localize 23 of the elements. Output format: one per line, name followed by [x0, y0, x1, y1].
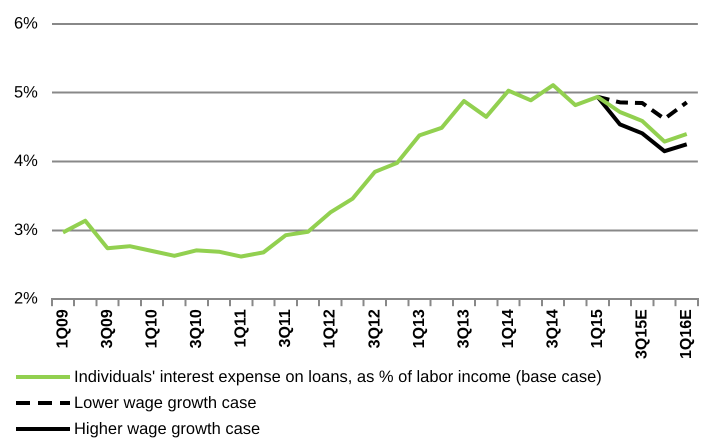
- y-tick-label: 5%: [14, 83, 38, 102]
- x-tick-label: 3Q11: [277, 309, 294, 348]
- x-tick-label: 3Q14: [544, 309, 562, 348]
- x-tick-label: 3Q09: [98, 309, 116, 348]
- x-tick-label: 1Q15: [589, 309, 606, 348]
- y-tick-label: 4%: [14, 152, 38, 170]
- x-tick-label: 1Q12: [322, 309, 339, 348]
- x-tick-label: 1Q09: [54, 309, 72, 348]
- legend-label: Higher wage growth case: [74, 420, 260, 438]
- legend-label: Individuals' interest expense on loans, as % of labor income (base case): [74, 368, 602, 386]
- x-tick-label: 3Q13: [455, 309, 472, 348]
- legend-label: Lower wage growth case: [74, 394, 257, 412]
- x-tick-label: 1Q10: [144, 309, 160, 348]
- x-tick-label: 1Q14: [500, 309, 517, 348]
- x-tick-label: 1Q13: [410, 309, 428, 348]
- x-tick-label: 1Q16E: [678, 308, 696, 359]
- x-tick-label: 3Q10: [188, 309, 206, 348]
- x-tick-label: 3Q12: [366, 309, 384, 348]
- x-tick-label: 1Q11: [232, 309, 250, 348]
- y-tick-label: 6%: [14, 14, 38, 32]
- x-tick-label: 3Q15E: [634, 308, 651, 359]
- y-tick-label: 3%: [14, 220, 38, 239]
- y-tick-label: 2%: [14, 290, 38, 308]
